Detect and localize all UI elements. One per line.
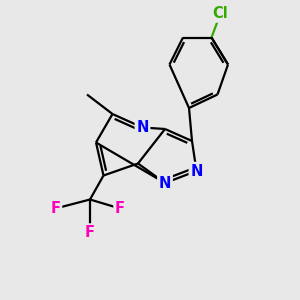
Text: N: N xyxy=(190,164,203,178)
Text: F: F xyxy=(115,201,125,216)
Text: N: N xyxy=(159,176,171,190)
Text: Cl: Cl xyxy=(213,6,228,21)
Text: F: F xyxy=(50,201,61,216)
Text: F: F xyxy=(85,225,95,240)
Text: N: N xyxy=(136,120,149,135)
